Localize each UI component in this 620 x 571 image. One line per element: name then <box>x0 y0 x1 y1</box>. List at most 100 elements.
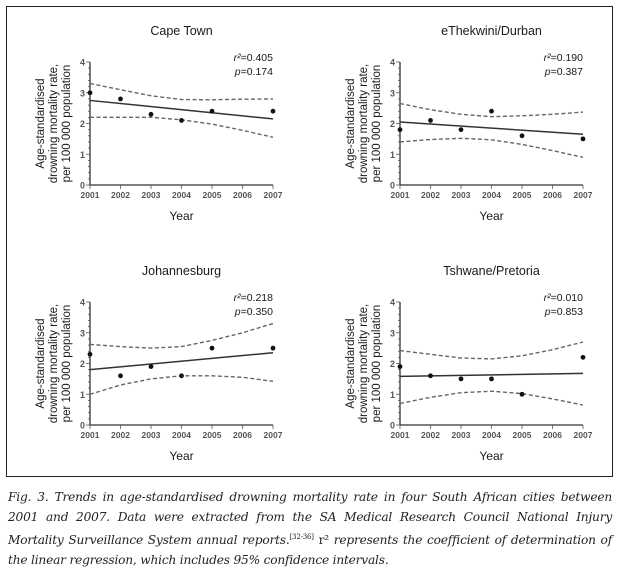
y-tick-label: 1 <box>80 390 85 400</box>
x-tick-label: 2003 <box>452 430 471 440</box>
x-tick-label: 2007 <box>264 430 283 440</box>
caption-r2-symbol: r² <box>318 533 330 548</box>
data-point <box>489 376 494 382</box>
ci-upper-line <box>399 102 584 118</box>
r-squared-label: r²=0.218 <box>234 292 274 304</box>
y-axis-label-line: Age-standardised <box>345 318 357 408</box>
data-point <box>179 118 184 123</box>
y-axis-label: Age-standardiseddrowning mortality rate,… <box>345 304 383 424</box>
y-tick-label: 4 <box>390 298 395 308</box>
y-tick-label: 2 <box>80 119 85 129</box>
x-tick-label: 2004 <box>172 430 191 440</box>
x-tick-label: 2004 <box>482 430 501 440</box>
y-tick-label: 4 <box>80 58 85 68</box>
x-axis-label: Year <box>479 449 503 463</box>
y-tick-label: 1 <box>80 150 85 160</box>
r-squared-label: r²=0.405 <box>234 52 274 64</box>
data-point <box>428 118 433 123</box>
ci-lower-line <box>399 137 584 158</box>
data-point <box>148 111 154 117</box>
x-tick-label: 2004 <box>482 190 501 200</box>
chart-title: Tshwane/Pretoria <box>443 264 540 278</box>
x-tick-label: 2006 <box>543 430 562 440</box>
y-axis-label-line: drowning mortality rate, <box>358 64 370 184</box>
ci-upper-line <box>89 322 274 349</box>
y-axis-label-line: drowning mortality rate, <box>48 64 60 184</box>
x-tick-label: 2007 <box>574 430 593 440</box>
x-tick-label: 2002 <box>111 430 130 440</box>
chart-title: eThekwini/Durban <box>441 24 542 38</box>
x-axis-label: Year <box>169 449 193 463</box>
data-point <box>209 108 215 114</box>
chart-tshwane-pretoria: Tshwane/Pretoria r²=0.010 p=0.853 0 1 2 3 4 2001… <box>345 264 593 463</box>
data-point <box>580 136 586 142</box>
x-tick-label: 2002 <box>111 190 130 200</box>
data-point <box>397 127 403 133</box>
x-tick-label: 2006 <box>543 190 562 200</box>
y-tick-label: 0 <box>80 181 85 191</box>
y-tick-label: 0 <box>390 181 395 191</box>
data-point <box>397 364 403 369</box>
data-point <box>458 376 464 382</box>
data-point <box>270 108 276 114</box>
chart-title: Cape Town <box>150 24 212 38</box>
data-point <box>580 354 586 360</box>
y-axis-label-line: drowning mortality rate, <box>358 304 370 424</box>
chart-cape-town: Cape Town r²=0.405 p=0.174 0 1 2 3 4 2001 2002 200… <box>35 24 283 223</box>
y-axis-label-line: Age-standardised <box>345 78 357 168</box>
p-value-label: p=0.350 <box>234 306 273 318</box>
caption-text-2: represents the coefficient of determinat… <box>8 533 613 568</box>
figure-caption: Fig. 3. Trends in age-standardised drown… <box>8 487 612 570</box>
x-tick-label: 2007 <box>264 190 283 200</box>
x-tick-label: 2001 <box>81 190 100 200</box>
y-axis-label: Age-standardiseddrowning mortality rate,… <box>345 64 383 184</box>
regression-line <box>89 351 274 371</box>
x-tick-label: 2006 <box>233 430 252 440</box>
y-axis-label: Age-standardiseddrowning mortality rate,… <box>35 64 73 184</box>
y-tick-label: 2 <box>390 119 395 129</box>
y-tick-label: 2 <box>80 359 85 369</box>
y-axis-label-line: per 100 000 population <box>371 65 383 183</box>
caption-text-1: Fig. 3. Trends in age-standardised drown… <box>8 490 612 548</box>
x-tick-label: 2007 <box>574 190 593 200</box>
data-point <box>270 345 276 351</box>
regression-line <box>89 99 274 120</box>
y-tick-label: 3 <box>80 328 85 338</box>
p-value-label: p=0.853 <box>544 306 583 318</box>
y-tick-label: 2 <box>390 359 395 369</box>
data-point <box>519 391 525 397</box>
y-tick-label: 1 <box>390 390 395 400</box>
x-tick-label: 2004 <box>172 190 191 200</box>
y-axis-label-line: Age-standardised <box>35 318 47 408</box>
y-tick-label: 0 <box>390 421 395 431</box>
ci-lower-line <box>89 375 274 395</box>
x-tick-label: 2001 <box>81 430 100 440</box>
chart-ethekwini-durban: eThekwini/Durban r²=0.190 p=0.387 0 1 2 3 4 2001… <box>345 24 593 223</box>
data-point <box>428 373 433 379</box>
y-axis-label-line: Age-standardised <box>35 78 47 168</box>
r-squared-label: r²=0.190 <box>544 52 584 64</box>
ci-upper-line <box>89 82 274 101</box>
data-point <box>209 345 215 351</box>
panel-cape-town: Cape Town r²=0.405 p=0.174 0 1 2 3 4 2001 2002 200… <box>0 0 310 235</box>
data-point <box>118 373 123 379</box>
x-tick-label: 2006 <box>233 190 252 200</box>
panel-johannesburg: Johannesburg r²=0.218 p=0.350 0 1 2 3 4 2001 2002… <box>0 240 310 475</box>
x-tick-label: 2005 <box>203 190 222 200</box>
y-tick-label: 1 <box>390 150 395 160</box>
regression-line <box>399 372 584 378</box>
data-point <box>87 351 93 357</box>
y-tick-label: 3 <box>80 88 85 98</box>
r-squared-label: r²=0.010 <box>544 292 584 304</box>
p-value-label: p=0.174 <box>234 66 273 78</box>
y-tick-label: 3 <box>390 88 395 98</box>
y-tick-label: 0 <box>80 421 85 431</box>
y-axis-label-line: drowning mortality rate, <box>48 304 60 424</box>
ci-upper-line <box>399 341 584 360</box>
data-point <box>489 108 494 114</box>
x-tick-label: 2005 <box>203 430 222 440</box>
data-point <box>179 373 184 379</box>
data-point <box>458 127 464 133</box>
y-axis-label-line: per 100 000 population <box>371 305 383 423</box>
data-point <box>87 90 93 96</box>
